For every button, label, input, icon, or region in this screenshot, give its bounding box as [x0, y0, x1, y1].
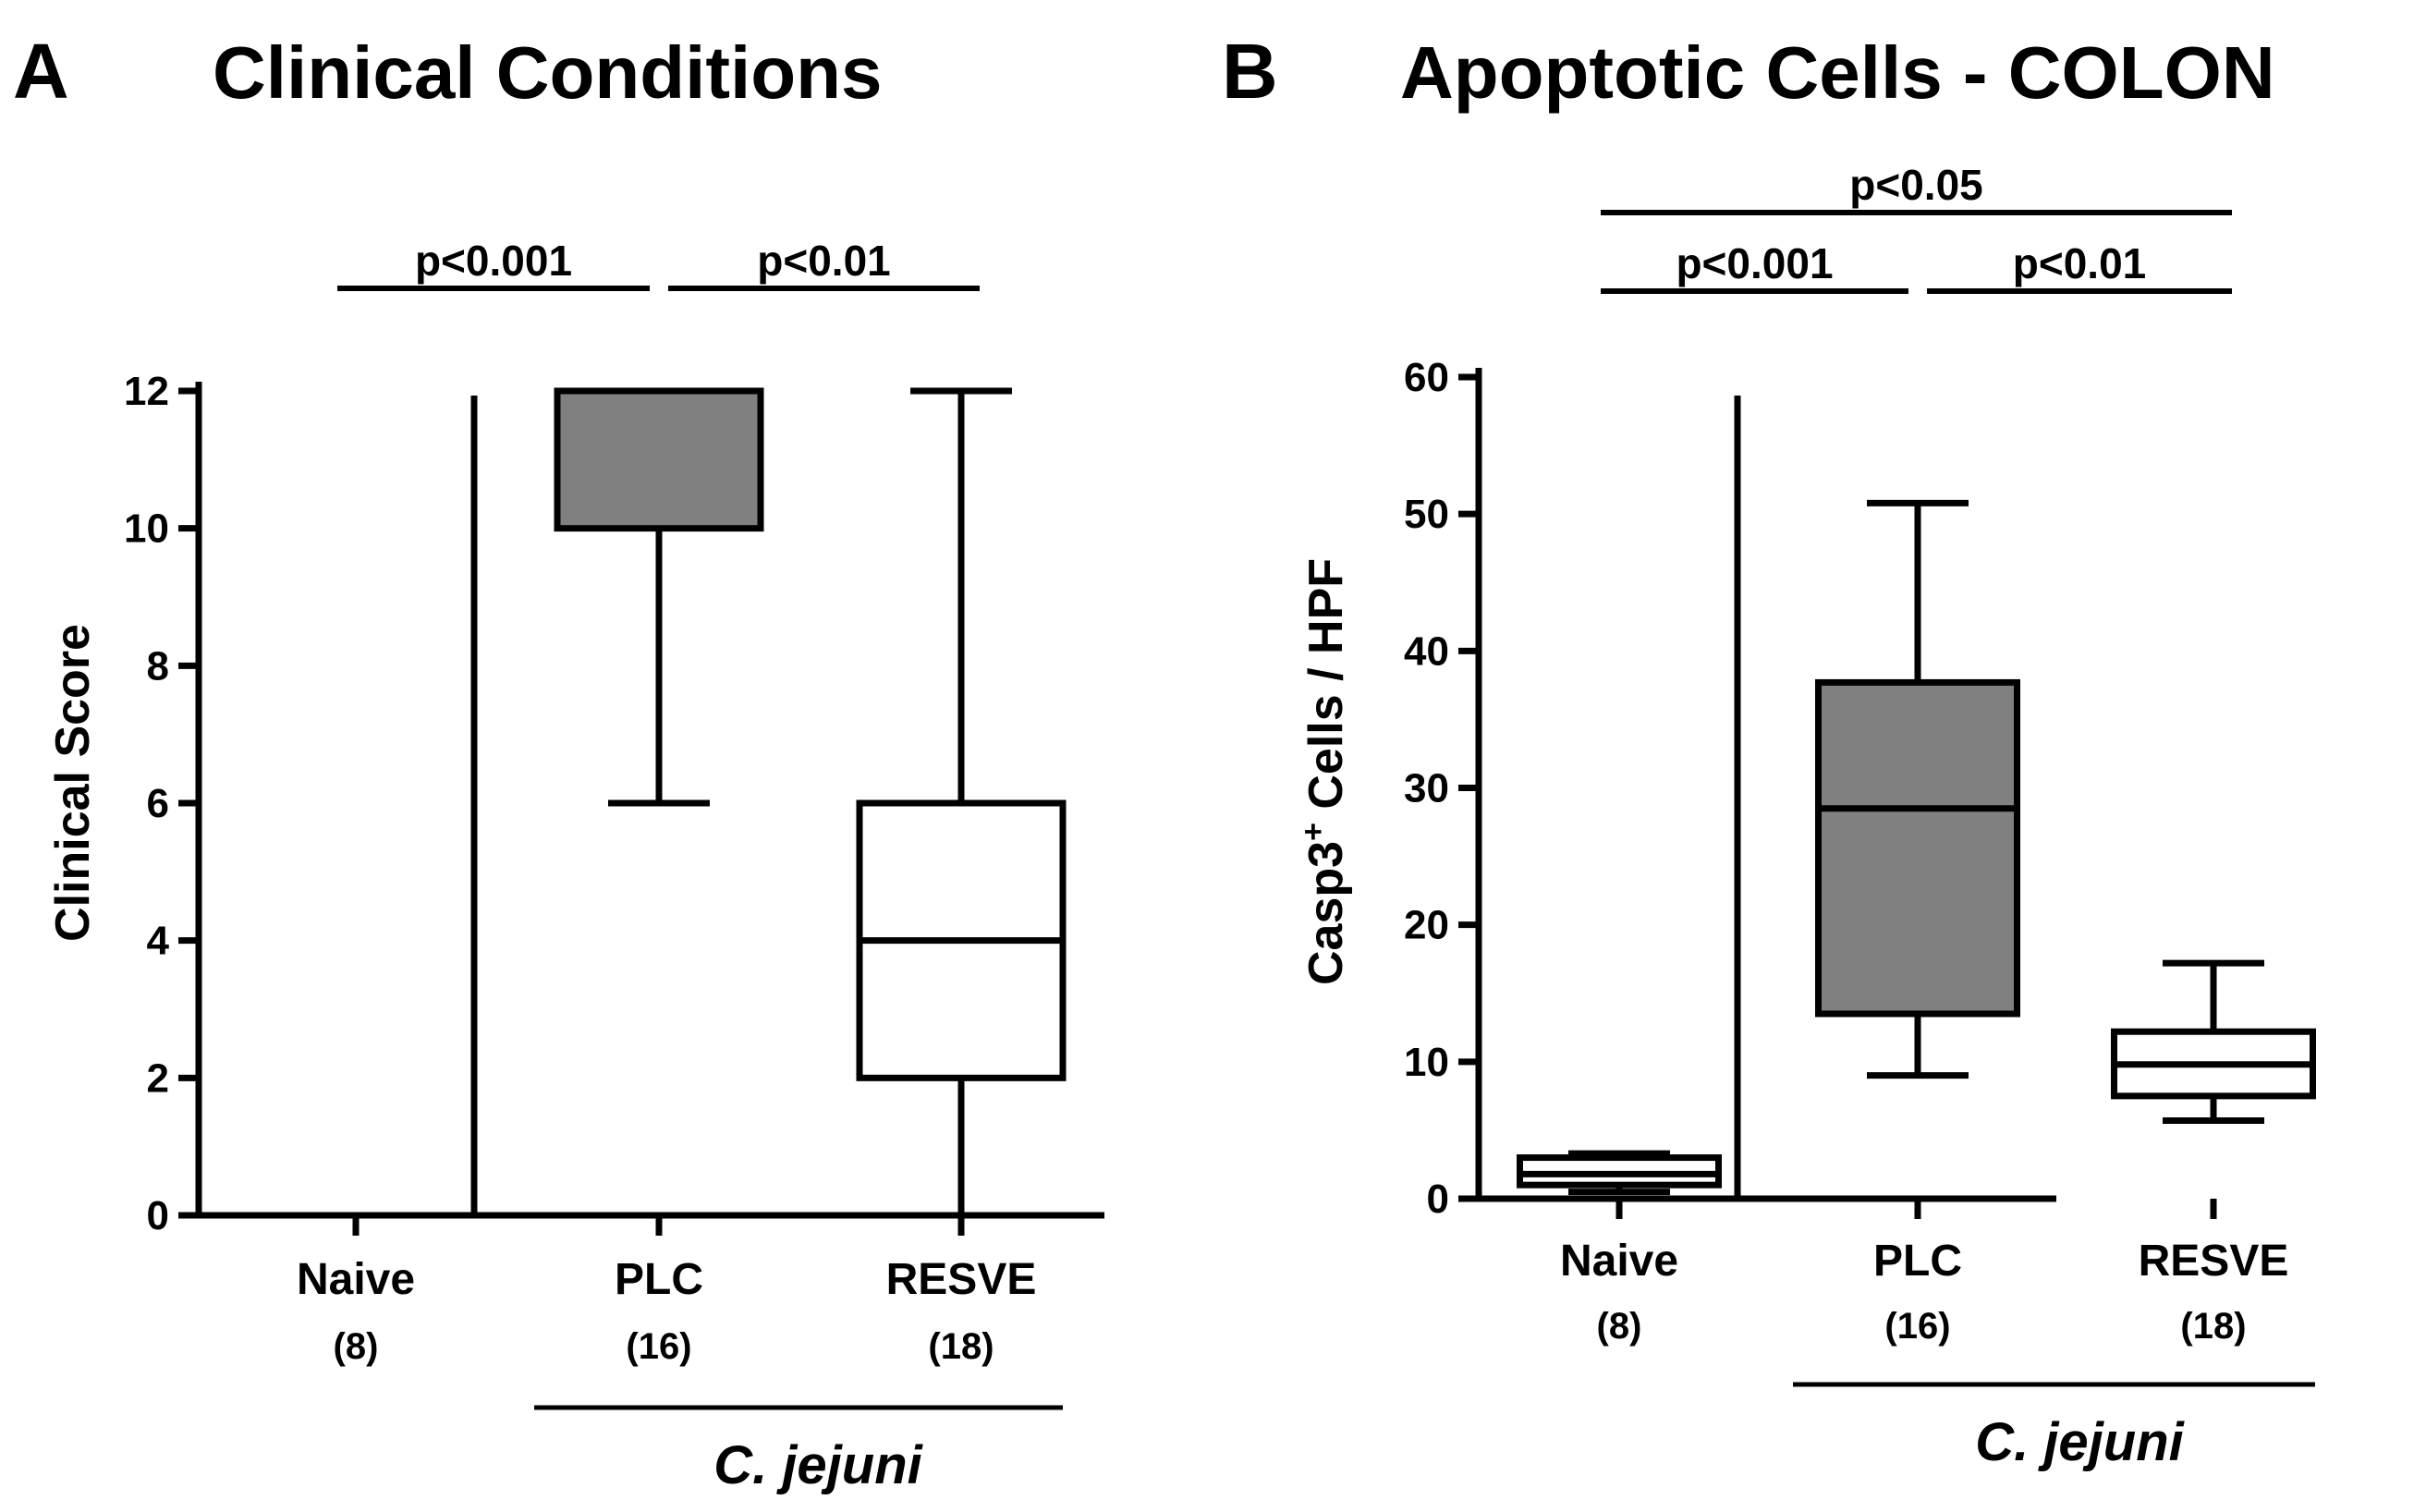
panel-b-n-label: (18): [2180, 1306, 2246, 1347]
panel-b-y-tick-label: 10: [1404, 1040, 1449, 1085]
panel-b-category-label: PLC: [1873, 1237, 1962, 1286]
panel-b-y-tick-label: 60: [1404, 355, 1449, 400]
panel-a-box-plc: [554, 387, 764, 532]
panel-b-category-label: RESVE: [2139, 1237, 2289, 1286]
panel-b-y-axis-label: Casp3+ Cells / HPF: [1296, 558, 1353, 985]
panel-a-plot: 0 2 4 6 8 10 12 Naive (8) PLC (16) RESVE (18) p<0.001…: [124, 237, 1104, 1410]
panel-a-category-label: PLC: [615, 1255, 703, 1304]
panel-b-title: Apoptotic Cells - COLON: [1400, 31, 2275, 114]
panel-b-significance-label: p<0.05: [1849, 161, 1983, 209]
panel-b-n-label: (8): [1597, 1306, 1642, 1347]
panel-a-y-tick-label: 10: [124, 506, 169, 552]
panel-a-y-tick-label: 0: [147, 1193, 169, 1238]
panel-b-box-plc: [1815, 678, 2020, 1018]
panel-a-n-label: (16): [626, 1326, 691, 1367]
panel-b-letter: B: [1222, 28, 1278, 115]
panel-a-significance-label: p<0.01: [757, 237, 891, 285]
panel-b-y-tick-label: 20: [1404, 903, 1449, 948]
panel-b-plot: 0 10 20 30 40 50 60 Naive (8) PLC (16) RESVE (18) p<0…: [1404, 161, 2316, 1387]
panel-b-y-tick-label: 0: [1427, 1177, 1449, 1222]
panel-b-y-label-sup: +: [1296, 823, 1331, 841]
panel-b-significance-label: p<0.01: [2013, 239, 2147, 287]
panel-a-significance-label: p<0.001: [415, 237, 572, 285]
panel-a-y-tick-label: 4: [147, 919, 170, 964]
panel-b-y-tick-label: 40: [1404, 628, 1449, 674]
panel-b-group-label: C. jejuni: [1975, 1412, 2185, 1472]
panel-b-y-tick-label: 50: [1404, 492, 1449, 537]
panel-b-category-label: Naive: [1560, 1237, 1678, 1286]
panel-a-y-tick-label: 2: [147, 1055, 169, 1101]
panel-a-y-tick-label: 6: [147, 781, 169, 826]
panel-a-n-label: (18): [928, 1326, 994, 1367]
panel-b-y-label-rest: Cells / HPF: [1299, 558, 1353, 823]
panel-a-y-tick-label: 8: [147, 643, 169, 689]
panel-a-y-tick-label: 12: [124, 369, 169, 414]
panel-b-significance-label: p<0.001: [1676, 239, 1833, 287]
panel-b-n-label: (16): [1884, 1306, 1950, 1347]
panel-a-y-axis-label: Clinical Score: [46, 624, 100, 942]
panel-a-group-label: C. jejuni: [713, 1435, 923, 1495]
panel-a-category-label: RESVE: [886, 1255, 1037, 1304]
panel-b-y-tick-label: 30: [1404, 766, 1449, 811]
panel-a-letter: A: [13, 28, 69, 115]
panel-a-n-label: (8): [334, 1326, 379, 1367]
panel-b-y-label-main: Casp3: [1299, 841, 1353, 985]
panel-a-category-label: Naive: [297, 1255, 415, 1304]
panel-a-title: Clinical Conditions: [213, 31, 882, 114]
